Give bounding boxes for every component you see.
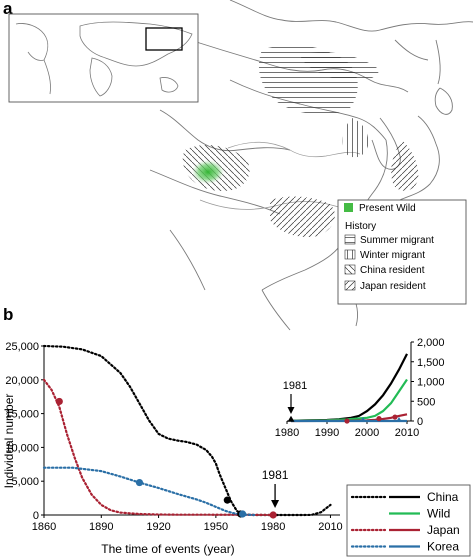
main-line-japan	[42, 378, 275, 517]
legend-china-swatch	[344, 264, 356, 275]
okhotsk	[394, 39, 429, 61]
legend-present-label: Present Wild	[359, 203, 416, 214]
legend-japan-label: Japan resident	[360, 281, 426, 292]
main-ylabel: Individual number	[2, 394, 16, 489]
range-japan-resident	[391, 140, 419, 191]
inset-australia	[159, 77, 179, 93]
legend-summer-label: Summer migrant	[360, 235, 434, 246]
inset-line-china	[290, 353, 408, 422]
present-wild-area	[192, 160, 224, 184]
inset-ytick-label: 2,000	[417, 337, 445, 349]
main-ytick-label: 15,000	[5, 409, 39, 421]
legend-china-label: China resident	[360, 265, 425, 276]
legend-winter-swatch	[344, 249, 356, 260]
sakhalin	[435, 39, 441, 85]
main-ytick-label: 20,000	[5, 375, 39, 387]
inset-point-korea	[396, 417, 402, 422]
main-xtick-label: 1950	[204, 521, 228, 533]
legend-label-wild: Wild	[427, 507, 450, 521]
japan-islands	[399, 115, 440, 201]
inset-ytick-label: 1,500	[417, 357, 445, 369]
indochina	[261, 289, 291, 331]
main-point-japan	[269, 511, 277, 519]
main-point-korea	[239, 510, 247, 518]
inset-xtick-label: 2000	[355, 427, 379, 439]
main-xtick-label: 1920	[146, 521, 170, 533]
panel-label-a: a	[3, 0, 13, 18]
main-point-china	[223, 496, 231, 504]
legend-history-title: History	[345, 221, 376, 232]
inset-point-japan	[392, 414, 398, 420]
inset-ytick-label: 0	[417, 416, 423, 428]
main-annotation-label: 1981	[262, 468, 289, 482]
inset-highlight-box	[145, 27, 183, 51]
inset-xtick-label: 1990	[315, 427, 339, 439]
inset-ytick-label: 500	[417, 396, 435, 408]
chart-legend: China Wild Japan Korea	[346, 484, 471, 557]
inset-eurasia	[79, 21, 193, 67]
main-xlabel: The time of events (year)	[101, 542, 234, 556]
main-annotation-arrowhead	[271, 500, 280, 508]
main-point-korea	[135, 478, 144, 487]
inset-annotation-label: 1981	[283, 380, 307, 392]
yellow-river	[227, 141, 361, 158]
inset-xtick-label: 1980	[275, 427, 299, 439]
legend-winter-label: Winter migrant	[360, 250, 425, 261]
inset-xtick-label: 2010	[395, 427, 419, 439]
main-ytick-label: 25,000	[5, 341, 39, 353]
tibet-south	[149, 169, 281, 215]
main-chart: Individual number The time of events (ye…	[2, 341, 343, 556]
inset-point-korea	[360, 417, 366, 422]
legend-summer-swatch	[344, 234, 356, 245]
legend-japan-swatch	[344, 280, 356, 291]
russia-coast	[229, 0, 473, 32]
inset-chart: 0 500 1,000 1,500 2,000 1980 1990 2000 2010 1981	[275, 337, 445, 439]
main-ytick-label: 5,000	[11, 476, 39, 488]
main-line-china	[42, 344, 332, 517]
main-xtick-label: 1980	[261, 521, 285, 533]
inset-point-japan	[376, 416, 382, 422]
main-line-korea	[42, 466, 256, 517]
main-ytick-label: 0	[33, 510, 39, 522]
map-legend: Present Wild History Summer migrant Wint…	[337, 199, 467, 305]
inset-annotation-arrowhead	[287, 407, 295, 414]
legend-present-swatch	[344, 203, 353, 212]
legend-label-china: China	[427, 490, 459, 504]
range-winter-migrant	[342, 118, 369, 158]
main-xtick-label: 2010	[318, 521, 342, 533]
legend-label-japan: Japan	[427, 523, 460, 537]
inset-point-japan	[344, 418, 350, 424]
inset-point-china	[287, 415, 295, 422]
main-xtick-label: 1860	[32, 521, 56, 533]
inset-americas	[15, 23, 51, 95]
china-west-border	[159, 109, 291, 152]
legend-label-korea: Korea	[427, 540, 459, 554]
inset-ytick-label: 1,000	[417, 377, 445, 389]
india-coast	[169, 229, 206, 291]
hokkaido	[434, 87, 453, 115]
main-ytick-label: 10,000	[5, 442, 39, 454]
inset-africa	[89, 57, 113, 97]
panel-label-b: b	[3, 305, 13, 324]
main-point-japan	[55, 397, 63, 406]
range-china-resident-south	[270, 196, 335, 238]
range-summer-migrant-north	[300, 52, 380, 82]
main-xtick-label: 1890	[89, 521, 113, 533]
world-inset	[8, 13, 199, 103]
